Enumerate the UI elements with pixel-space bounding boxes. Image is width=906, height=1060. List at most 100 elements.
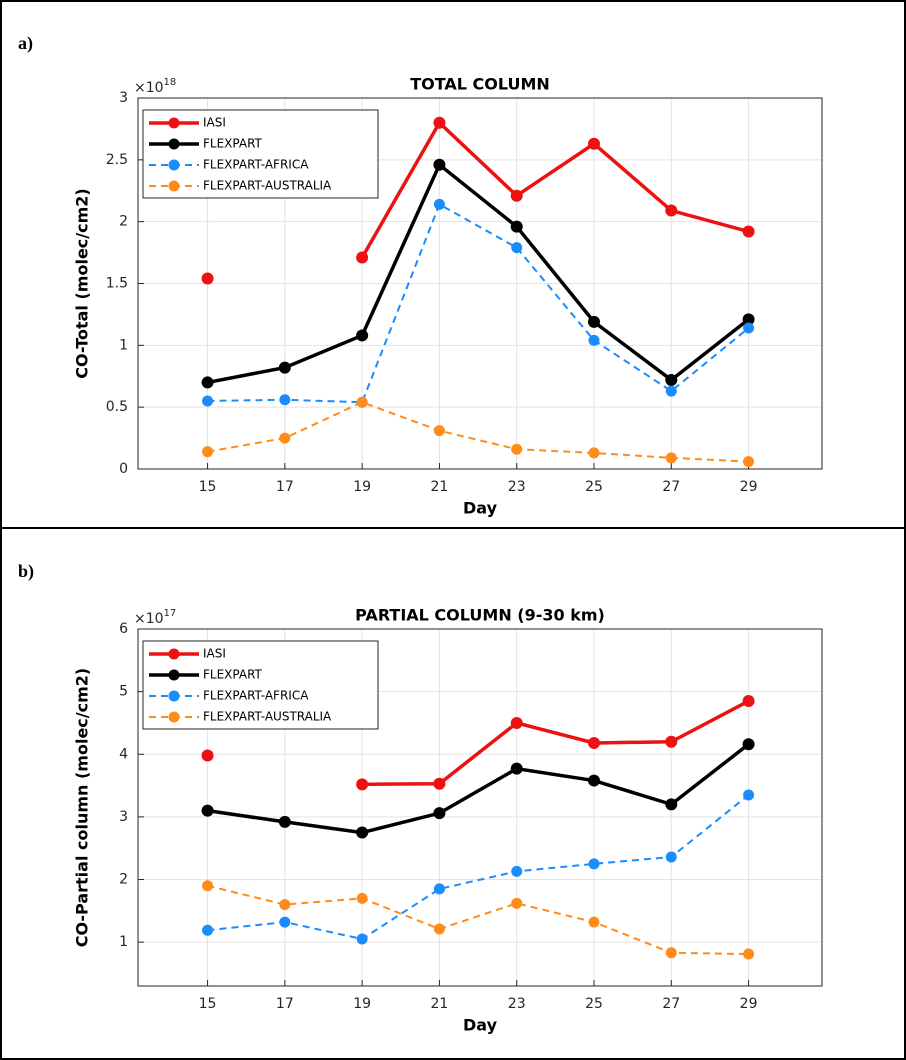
data-point bbox=[742, 695, 755, 708]
axes-box bbox=[137, 97, 823, 470]
y-tick-label: 6 bbox=[119, 621, 128, 637]
data-point bbox=[201, 804, 214, 817]
legend-marker bbox=[168, 180, 180, 192]
x-tick-label: 29 bbox=[740, 996, 758, 1012]
series-line bbox=[207, 742, 750, 835]
data-point bbox=[279, 916, 291, 928]
data-point bbox=[278, 361, 291, 374]
x-tick-label: 15 bbox=[199, 479, 217, 495]
series-line bbox=[207, 884, 749, 956]
x-tick-label: 21 bbox=[431, 996, 449, 1012]
data-point bbox=[433, 425, 445, 437]
data-point bbox=[511, 897, 523, 909]
data-point bbox=[433, 923, 445, 935]
panel-label: b) bbox=[18, 561, 34, 582]
y-tick-label: 0.5 bbox=[106, 399, 128, 415]
y-tick-label: 4 bbox=[119, 746, 128, 762]
y-axis-label: CO-Total (molec/cm2) bbox=[73, 188, 92, 378]
y-exponent-power: 18 bbox=[164, 77, 177, 88]
data-point bbox=[665, 385, 677, 397]
data-point bbox=[202, 924, 214, 936]
data-point bbox=[511, 865, 523, 877]
data-point bbox=[433, 777, 446, 790]
data-point bbox=[665, 947, 677, 959]
y-tick-label: 2.5 bbox=[106, 152, 128, 168]
x-tick-label: 21 bbox=[431, 479, 449, 495]
data-point bbox=[588, 447, 600, 459]
data-point bbox=[665, 851, 677, 863]
y-tick-label: 0 bbox=[119, 461, 128, 477]
data-point bbox=[665, 204, 678, 217]
data-point bbox=[742, 738, 755, 751]
x-tick-label: 27 bbox=[662, 996, 680, 1012]
data-point bbox=[588, 916, 600, 928]
data-point bbox=[356, 251, 369, 264]
legend-label: FLEXPART bbox=[203, 137, 263, 151]
series-line bbox=[360, 119, 750, 259]
legend-label: FLEXPART-AFRICA bbox=[203, 689, 309, 703]
data-point bbox=[588, 137, 600, 150]
data-point bbox=[201, 272, 214, 285]
y-axis-label: CO-Partial column (molec/cm2) bbox=[73, 668, 92, 947]
y-tick-label: 2 bbox=[119, 872, 128, 888]
legend-marker bbox=[168, 138, 180, 150]
data-point bbox=[201, 376, 214, 389]
data-point bbox=[511, 242, 523, 254]
data-point bbox=[356, 396, 368, 408]
series-line bbox=[207, 162, 750, 385]
legend-marker bbox=[168, 648, 180, 660]
legend-label: IASI bbox=[203, 647, 226, 661]
data-point bbox=[202, 395, 214, 407]
y-tick-label: 1.5 bbox=[106, 276, 128, 292]
y-exponent: ×1018 bbox=[134, 77, 176, 96]
x-axis-label: Day bbox=[463, 1016, 498, 1035]
x-tick-label: 19 bbox=[353, 479, 371, 495]
x-tick-label: 19 bbox=[353, 996, 371, 1012]
data-point bbox=[588, 774, 600, 787]
data-point bbox=[510, 716, 523, 729]
x-axis-label: Day bbox=[463, 499, 498, 518]
y-tick-label: 3 bbox=[119, 809, 128, 825]
series-line bbox=[207, 794, 750, 941]
data-point bbox=[356, 329, 369, 342]
legend-marker bbox=[168, 690, 180, 702]
x-tick-label: 17 bbox=[276, 996, 294, 1012]
legend-label: FLEXPART bbox=[203, 668, 263, 682]
y-exponent: ×1017 bbox=[134, 608, 176, 627]
legend-label: FLEXPART-AFRICA bbox=[203, 158, 309, 172]
y-tick-label: 3 bbox=[119, 90, 128, 106]
data-point bbox=[588, 858, 600, 870]
y-multiplier: ×10 bbox=[134, 611, 164, 627]
legend-label: IASI bbox=[203, 116, 226, 130]
legend-marker bbox=[168, 159, 180, 171]
legend-label: FLEXPART-AUSTRALIA bbox=[203, 710, 332, 724]
x-tick-label: 23 bbox=[508, 479, 526, 495]
data-point bbox=[279, 394, 291, 406]
chart-title: TOTAL COLUMN bbox=[410, 75, 550, 94]
data-point bbox=[588, 334, 600, 346]
data-point bbox=[202, 446, 214, 458]
data-point bbox=[588, 736, 600, 749]
data-point bbox=[433, 158, 446, 171]
x-tick-label: 15 bbox=[199, 996, 217, 1012]
data-point bbox=[511, 443, 523, 455]
data-point bbox=[278, 815, 291, 828]
y-tick-label: 1 bbox=[119, 337, 128, 353]
chart-title: PARTIAL COLUMN (9-30 km) bbox=[355, 606, 605, 625]
data-point bbox=[356, 826, 369, 839]
data-point bbox=[433, 883, 445, 895]
series-line bbox=[362, 699, 750, 787]
legend-marker bbox=[168, 711, 180, 723]
data-point bbox=[433, 807, 446, 820]
x-tick-label: 25 bbox=[585, 996, 603, 1012]
y-exponent-power: 17 bbox=[164, 608, 177, 619]
data-point bbox=[665, 735, 678, 748]
data-point bbox=[279, 899, 291, 911]
x-tick-label: 27 bbox=[662, 479, 680, 495]
data-point bbox=[665, 452, 677, 464]
data-point bbox=[201, 749, 214, 762]
series-line bbox=[207, 202, 750, 404]
data-point bbox=[742, 225, 755, 238]
data-point bbox=[588, 315, 600, 328]
